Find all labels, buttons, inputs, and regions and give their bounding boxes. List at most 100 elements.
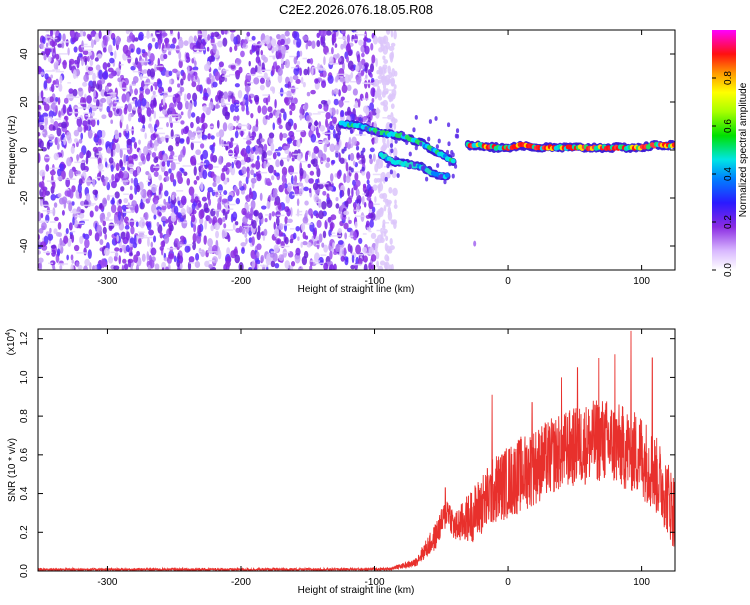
heatmap-noise-cell — [350, 264, 356, 270]
heatmap-noise-cell — [313, 229, 317, 240]
heatmap-noise-cell — [298, 188, 303, 195]
heatmap-noise-streak — [348, 235, 354, 237]
heatmap-noise-cell — [87, 128, 93, 139]
heatmap-noise-cell — [136, 166, 140, 176]
heatmap-noise-cell — [380, 43, 384, 48]
heatmap-noise-streak — [295, 213, 303, 216]
heatmap-noise-cell — [113, 232, 120, 237]
heatmap-noise-streak — [279, 245, 290, 248]
heatmap-noise-cell — [87, 51, 92, 56]
heatmap-noise-cell — [358, 39, 364, 46]
heatmap-noise-cell — [133, 141, 138, 149]
heatmap-noise-cell — [271, 65, 275, 76]
heatmap-noise-cell — [332, 30, 338, 33]
colorbar: 0.0 0.2 0.4 0.6 0.8 Normalized spectral ampl… — [712, 30, 749, 277]
heatmap-noise-cell — [340, 110, 345, 118]
heatmap-noise-streak — [283, 251, 290, 254]
heatmap-noise-cell — [144, 132, 147, 140]
heatmap-noise-streak — [223, 229, 234, 231]
heatmap-noise-cell — [195, 149, 202, 156]
heatmap-noise-cell — [196, 84, 202, 92]
heatmap-noise-cell — [233, 36, 238, 45]
heatmap-noise-cell — [290, 261, 296, 267]
heatmap-noise-streak — [315, 201, 321, 204]
heatmap-noise-cell — [76, 116, 83, 127]
heatmap-noise-cell — [51, 249, 56, 257]
heatmap-noise-cell — [244, 232, 248, 238]
heatmap-noise-cell — [104, 233, 108, 240]
heatmap-noise-cell — [194, 196, 199, 204]
heatmap-noise-cell — [263, 228, 268, 237]
heatmap-noise-cell — [212, 81, 218, 88]
heatmap-noise-cell — [82, 120, 88, 127]
heatmap-noise-cell — [108, 110, 113, 118]
heatmap-noise-cell — [355, 256, 359, 266]
heatmap-noise-streak — [208, 259, 215, 262]
heatmap-noise-streak — [122, 211, 132, 214]
heatmap-branch-speckle — [451, 152, 455, 158]
heatmap-noise-cell — [377, 85, 381, 93]
heatmap-noise-cell — [107, 67, 114, 73]
heatmap-noise-cell — [255, 56, 261, 64]
heatmap-noise-cell — [219, 192, 222, 203]
heatmap-noise-cell — [92, 146, 98, 153]
heatmap-noise-cell — [258, 212, 263, 220]
heatmap-noise-streak — [246, 73, 256, 76]
heatmap-noise-cell — [229, 166, 233, 173]
heatmap-noise-cell — [75, 261, 80, 268]
heatmap-noise-cell — [158, 211, 162, 217]
heatmap-noise-streak — [264, 158, 272, 160]
heatmap-noise-cell — [159, 63, 165, 72]
heatmap-noise-cell — [368, 212, 372, 218]
heatmap-noise-streak — [207, 251, 217, 253]
heatmap-noise-cell — [185, 52, 190, 60]
heatmap-noise-streak — [120, 148, 130, 150]
heatmap-noise-cell — [278, 223, 284, 231]
heatmap-noise-cell — [253, 209, 259, 217]
heatmap-noise-cell — [186, 136, 190, 145]
heatmap-noise-streak — [191, 141, 202, 143]
heatmap-noise-cell — [374, 245, 378, 254]
heatmap-noise-cell — [210, 135, 215, 140]
heatmap-noise-cell — [235, 160, 242, 169]
heatmap-noise-cell — [51, 83, 55, 93]
heatmap-noise-cell — [66, 106, 73, 116]
heatmap-noise-cell — [229, 46, 233, 53]
heatmap-noise-streak — [52, 69, 61, 71]
heatmap-noise-cell — [186, 205, 190, 213]
heatmap-noise-cell — [352, 201, 357, 209]
heatmap-noise-cell — [326, 157, 331, 163]
heatmap-noise-cell — [203, 235, 207, 245]
heatmap-noise-cell — [251, 163, 256, 168]
heatmap-noise-cell — [177, 31, 180, 40]
heatmap-noise-cell — [71, 37, 77, 43]
heatmap-noise-cell — [134, 37, 139, 42]
heatmap-noise-cell — [371, 97, 375, 104]
heatmap-noise-cell — [169, 30, 173, 35]
heatmap-noise-streak — [55, 70, 64, 73]
heatmap-noise-cell — [101, 129, 106, 139]
heatmap-noise-cell — [147, 46, 152, 51]
heatmap-noise-cell — [41, 222, 47, 231]
heatmap-noise-cell — [66, 131, 72, 141]
heatmap-noise-cell — [275, 111, 279, 119]
heatmap-noise-cell — [123, 197, 129, 204]
heatmap-noise-cell — [221, 139, 224, 147]
heatmap-noise-cell — [284, 260, 290, 269]
heatmap-noise-cell — [299, 50, 303, 57]
heatmap-noise-cell — [253, 94, 260, 103]
heatmap-noise-cell — [345, 257, 349, 263]
heatmap-noise-cell — [224, 106, 228, 112]
heatmap-noise-cell — [319, 72, 324, 77]
heatmap-noise-cell — [323, 262, 329, 270]
heatmap-noise-streak — [68, 96, 80, 98]
heatmap-noise-cell — [275, 216, 280, 226]
heatmap-noise-cell — [322, 230, 327, 239]
heatmap-noise-streak — [42, 210, 54, 212]
heatmap-noise-streak — [229, 73, 236, 76]
heatmap-noise-cell — [154, 84, 158, 91]
heatmap-noise-cell — [325, 111, 331, 120]
heatmap-noise-cell — [168, 223, 174, 228]
heatmap-noise-streak — [75, 107, 83, 109]
heatmap-noise-cell — [347, 106, 351, 116]
